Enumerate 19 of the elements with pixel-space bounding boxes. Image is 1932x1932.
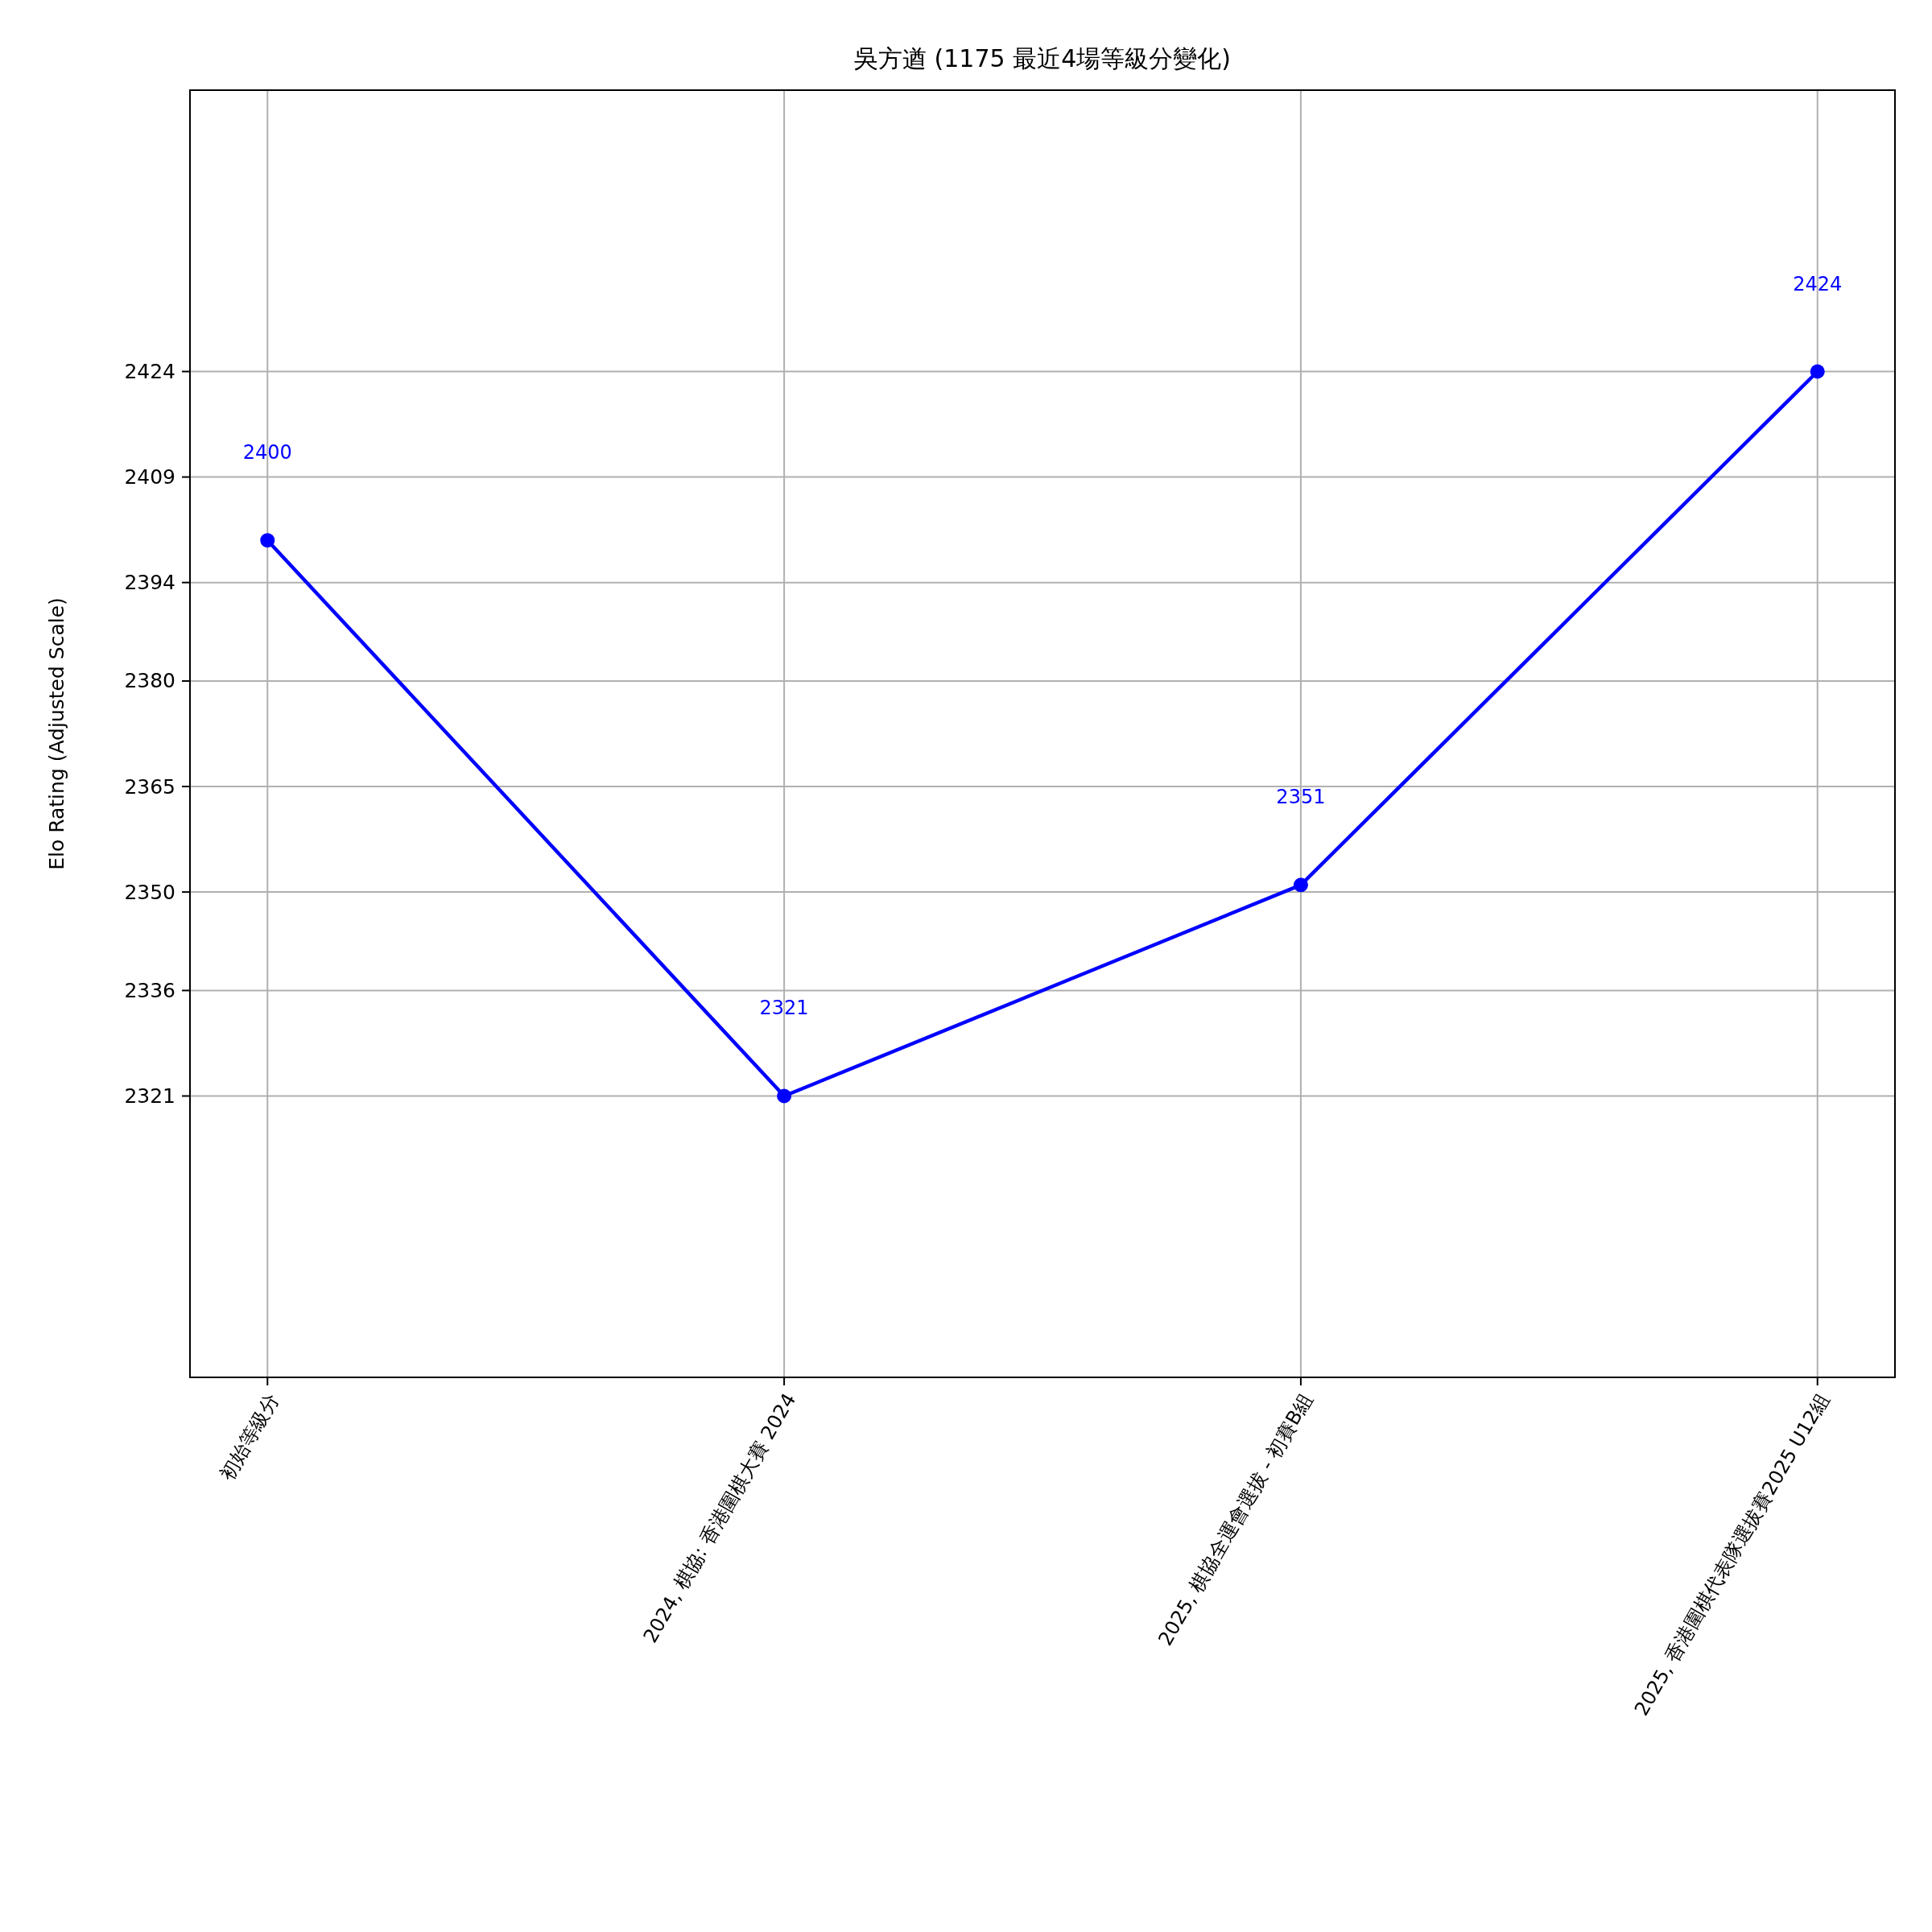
annotation: 2321 (759, 997, 809, 1020)
y-tick-label: 2321 (124, 1084, 175, 1108)
annotation: 2424 (1793, 272, 1843, 295)
annotation: 2351 (1276, 786, 1326, 809)
point (777, 1088, 792, 1104)
y-tick-label: 2365 (124, 774, 175, 799)
y-tick-label: 2394 (124, 571, 175, 595)
y-tick-label: 2424 (124, 360, 175, 384)
chart-title: 吳方遒 (1175 最近4場等級分變化) (854, 43, 1231, 72)
x-tick-label: 初始等級分 (216, 1389, 284, 1484)
y-tick-label: 2380 (124, 669, 175, 693)
annotation: 2400 (242, 441, 292, 464)
y-tick-label: 2350 (124, 880, 175, 904)
y-tick-label: 2409 (124, 465, 175, 489)
point (1810, 364, 1825, 379)
point (1293, 877, 1308, 893)
y-tick-label: 2336 (124, 978, 175, 1002)
y-axis-title: Elo Rating (Adjusted Scale) (44, 597, 68, 870)
point (260, 533, 275, 548)
